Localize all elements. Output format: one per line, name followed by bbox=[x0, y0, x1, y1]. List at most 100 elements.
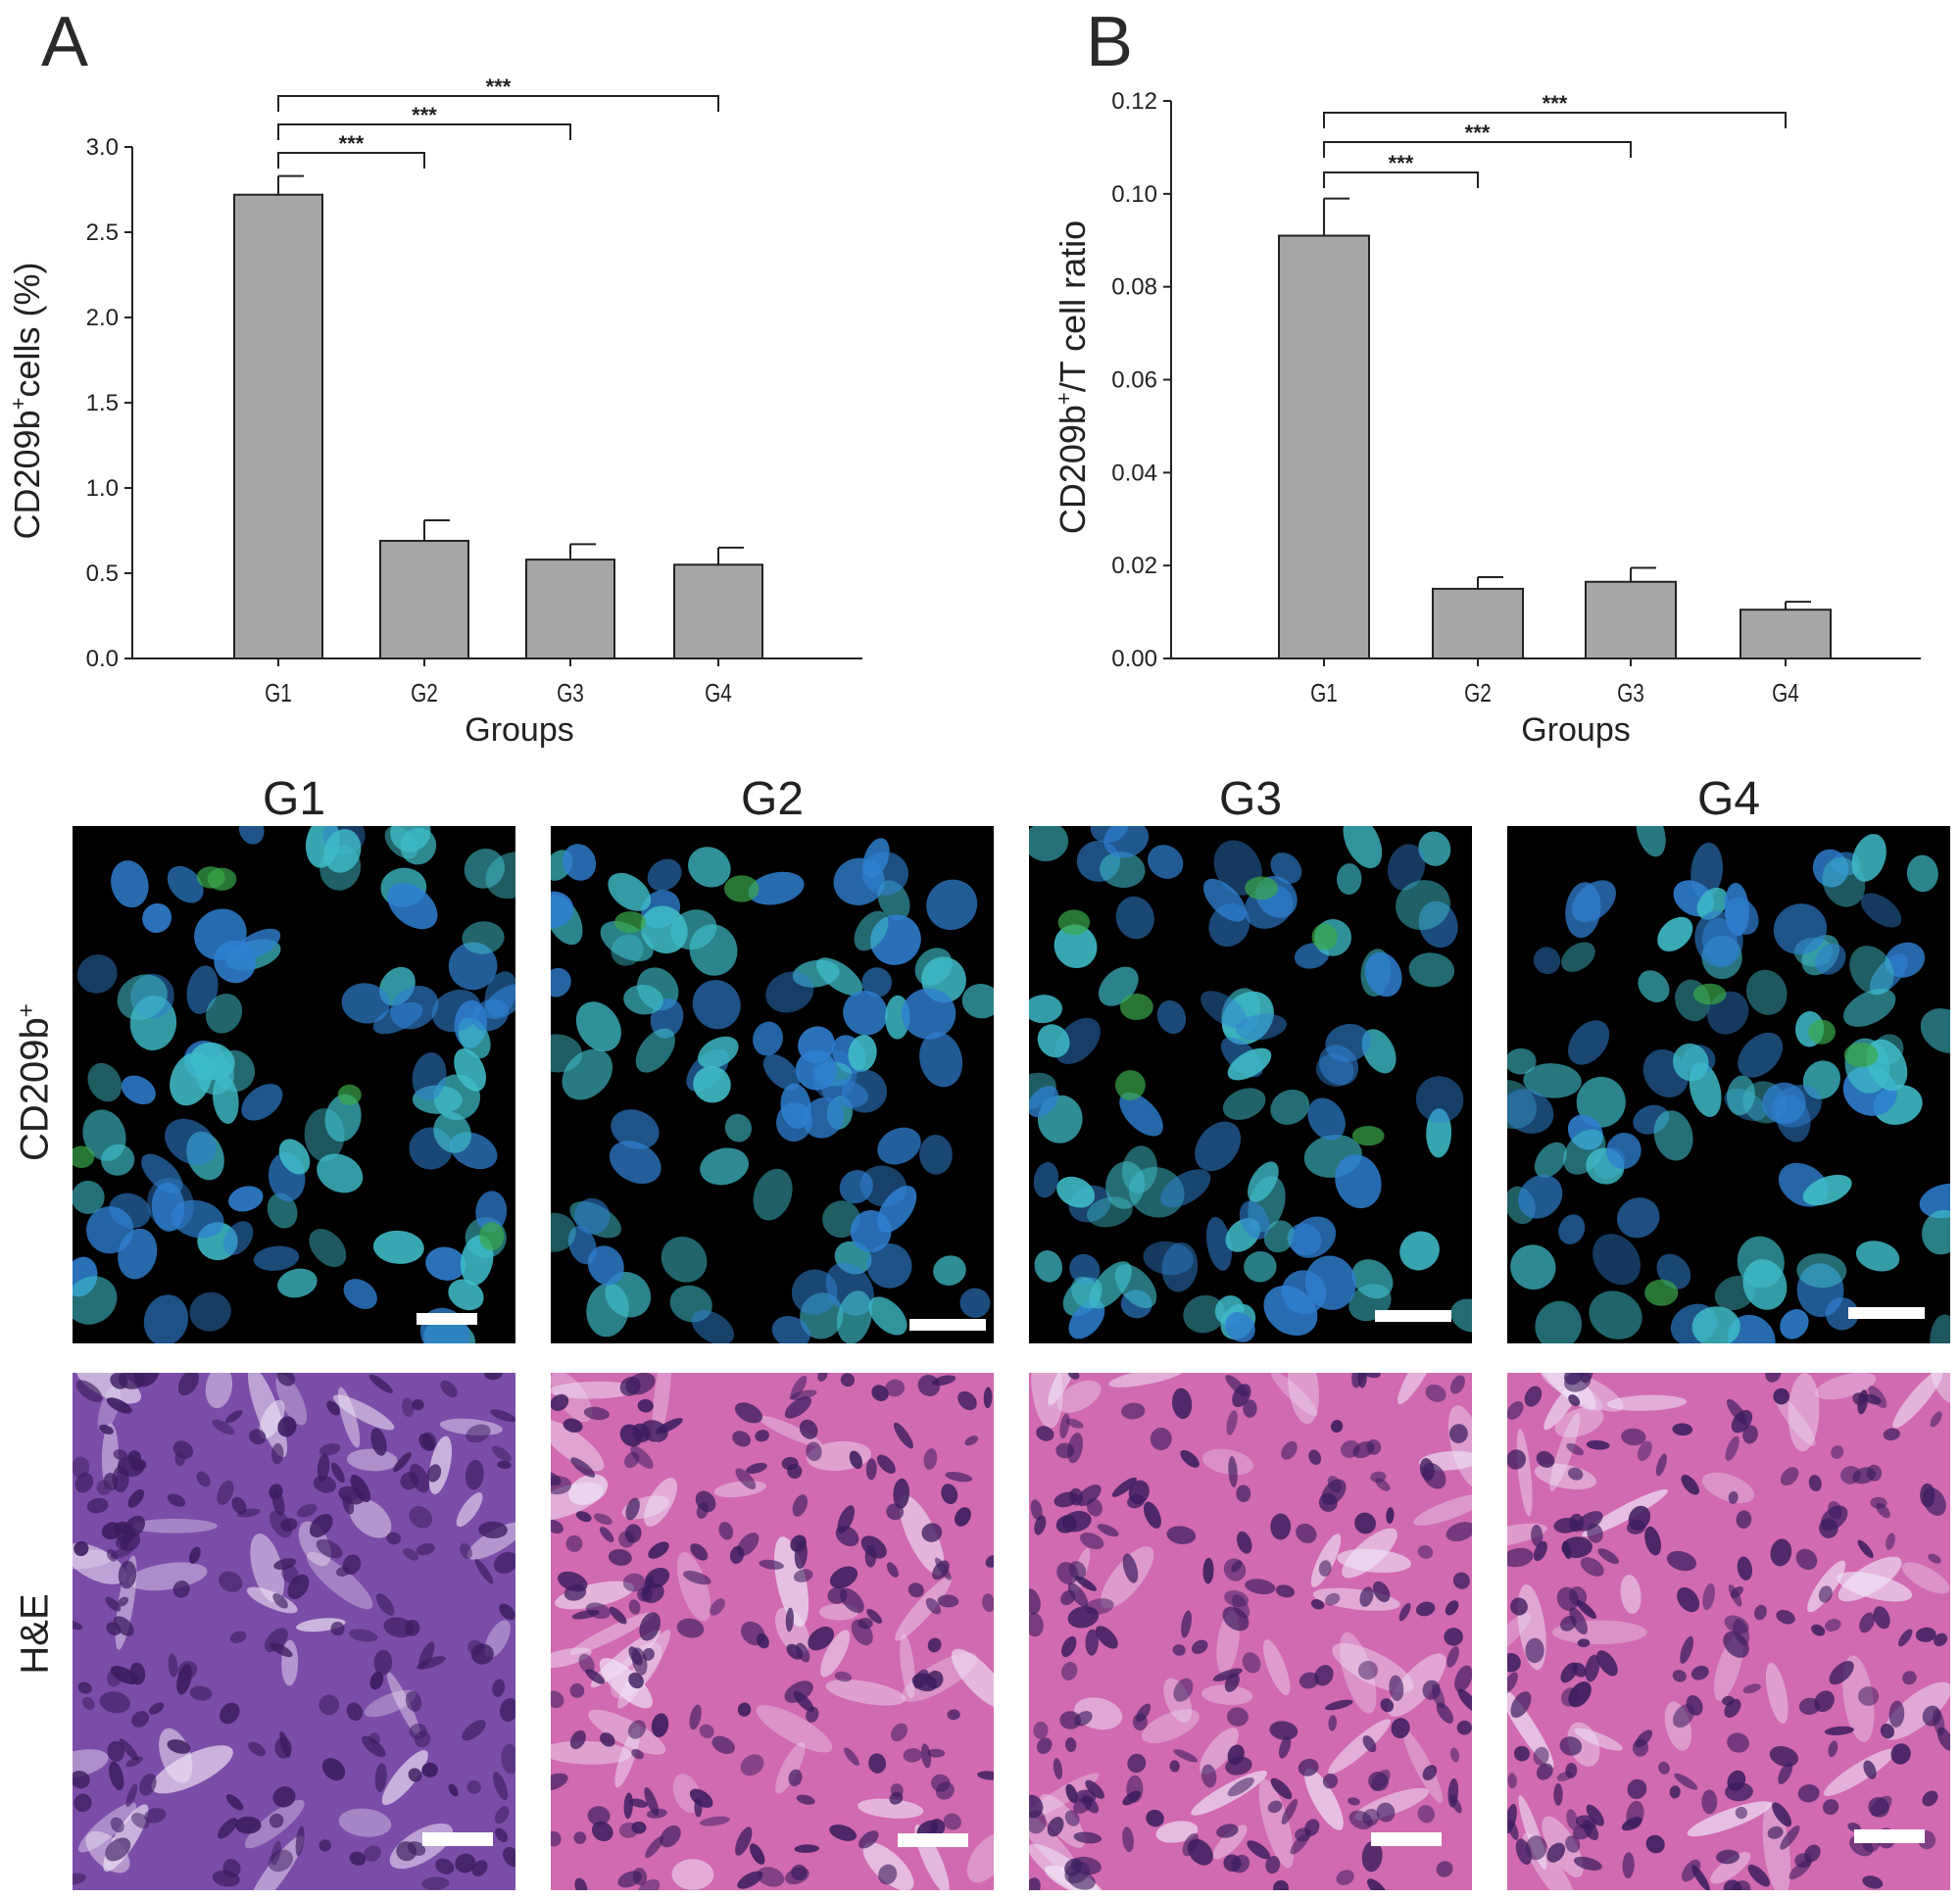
he-nucleus bbox=[964, 1436, 979, 1446]
he-nucleus bbox=[1722, 1695, 1735, 1706]
nucleus bbox=[724, 1113, 752, 1143]
x-axis-label: Groups bbox=[1521, 711, 1631, 749]
he-nucleus bbox=[1270, 1513, 1292, 1540]
nucleus bbox=[1802, 1174, 1852, 1206]
he-nucleus bbox=[1681, 1859, 1701, 1882]
cd209b-positive-cell bbox=[1115, 1070, 1146, 1100]
he-nucleus bbox=[168, 1653, 178, 1678]
he-space bbox=[1201, 1448, 1253, 1476]
nucleus bbox=[167, 865, 204, 903]
scale-bar bbox=[1848, 1307, 1925, 1319]
he-nucleus bbox=[110, 1545, 134, 1560]
nucleus bbox=[765, 971, 814, 1013]
nucleus bbox=[324, 1094, 362, 1143]
he-nucleus bbox=[1507, 1773, 1517, 1789]
he-nucleus bbox=[73, 1620, 83, 1631]
he-nucleus bbox=[829, 1566, 858, 1589]
he-nucleus bbox=[644, 1786, 660, 1816]
he-nucleus bbox=[794, 1844, 819, 1853]
he-nucleus bbox=[466, 1424, 491, 1443]
he-nucleus bbox=[188, 1546, 201, 1564]
he-nucleus bbox=[1922, 1790, 1938, 1807]
he-nucleus bbox=[1825, 1619, 1841, 1631]
nucleus bbox=[843, 991, 888, 1036]
bar-g3 bbox=[1585, 580, 1677, 660]
he-space bbox=[671, 1859, 714, 1890]
he-nucleus bbox=[342, 1554, 362, 1576]
he-nucleus bbox=[1245, 1579, 1276, 1595]
he-nucleus bbox=[196, 1471, 211, 1487]
nucleus bbox=[277, 1268, 318, 1298]
he-space bbox=[1892, 1373, 1943, 1429]
micrograph-he-g4 bbox=[1507, 1373, 1950, 1890]
he-nucleus bbox=[403, 1548, 419, 1561]
he-nucleus bbox=[1569, 1585, 1588, 1607]
he-space bbox=[1842, 1655, 1875, 1742]
he-nucleus bbox=[1281, 1798, 1298, 1825]
he-space bbox=[1200, 1728, 1239, 1775]
he-nucleus bbox=[407, 1841, 426, 1856]
he-nucleus bbox=[1085, 1779, 1104, 1799]
he-nucleus bbox=[1533, 1746, 1549, 1766]
nucleus bbox=[1160, 1169, 1211, 1208]
he-nucleus bbox=[935, 1557, 952, 1581]
nucleus bbox=[1814, 943, 1846, 975]
he-nucleus bbox=[1447, 1777, 1459, 1808]
he-space bbox=[1901, 1562, 1950, 1594]
he-nucleus bbox=[1452, 1572, 1470, 1589]
he-nucleus bbox=[943, 1813, 962, 1830]
he-nucleus bbox=[1928, 1553, 1941, 1564]
he-nucleus bbox=[631, 1821, 647, 1834]
he-space bbox=[676, 1552, 711, 1622]
he-nucleus bbox=[217, 1480, 234, 1505]
he-nucleus bbox=[1644, 1526, 1661, 1556]
he-space bbox=[1815, 1373, 1877, 1400]
he-space bbox=[77, 1802, 137, 1853]
he-space bbox=[551, 1482, 604, 1522]
he-nucleus bbox=[925, 1597, 942, 1615]
he-nucleus bbox=[1510, 1597, 1528, 1616]
he-nucleus bbox=[676, 1618, 705, 1638]
he-nucleus bbox=[1457, 1688, 1472, 1713]
nucleus bbox=[1054, 924, 1098, 969]
nucleus bbox=[141, 1153, 183, 1194]
he-space bbox=[1388, 1653, 1446, 1717]
nucleus bbox=[278, 1139, 311, 1175]
he-nucleus bbox=[1507, 1672, 1518, 1694]
he-nucleus bbox=[386, 1532, 402, 1545]
he-nucleus bbox=[1362, 1735, 1377, 1753]
he-nucleus bbox=[1182, 1832, 1200, 1857]
he-nucleus bbox=[321, 1758, 346, 1781]
nucleus bbox=[1606, 1133, 1642, 1170]
scale-bar bbox=[1371, 1832, 1442, 1846]
he-nucleus bbox=[1628, 1505, 1651, 1531]
micrograph-fluor-g2 bbox=[551, 826, 994, 1343]
he-nucleus bbox=[755, 1430, 769, 1442]
nucleus bbox=[1119, 1092, 1163, 1137]
y-tick-label: 3.0 bbox=[86, 134, 119, 161]
nucleus bbox=[1244, 1250, 1277, 1283]
he-nucleus bbox=[1242, 1652, 1261, 1674]
he-space bbox=[1687, 1801, 1772, 1837]
he-nucleus bbox=[1701, 1789, 1718, 1815]
nucleus bbox=[433, 1111, 471, 1153]
cd209b-positive-cell bbox=[1644, 1279, 1679, 1306]
he-nucleus bbox=[499, 1603, 515, 1621]
nucleus bbox=[1343, 826, 1383, 869]
he-nucleus bbox=[1731, 1880, 1751, 1890]
he-nucleus bbox=[1080, 1533, 1104, 1550]
he-nucleus bbox=[1780, 1467, 1799, 1486]
he-nucleus bbox=[1930, 1411, 1942, 1428]
nucleus bbox=[877, 1127, 921, 1165]
he-nucleus bbox=[370, 1428, 387, 1456]
he-nucleus bbox=[1672, 1423, 1693, 1436]
nucleus bbox=[390, 986, 439, 1030]
he-space bbox=[386, 1672, 420, 1737]
he-nucleus bbox=[1822, 1799, 1839, 1816]
he-nucleus bbox=[844, 1747, 859, 1766]
he-nucleus bbox=[599, 1527, 614, 1542]
he-nucleus bbox=[1858, 1686, 1880, 1706]
nucleus bbox=[1195, 1121, 1242, 1172]
chart-b: 0.00 0.02 0.04 0.06 0.08 0.10 0.12 G1 G2 G3 G4 Grou… bbox=[1052, 88, 1921, 749]
nucleus bbox=[1396, 880, 1450, 931]
